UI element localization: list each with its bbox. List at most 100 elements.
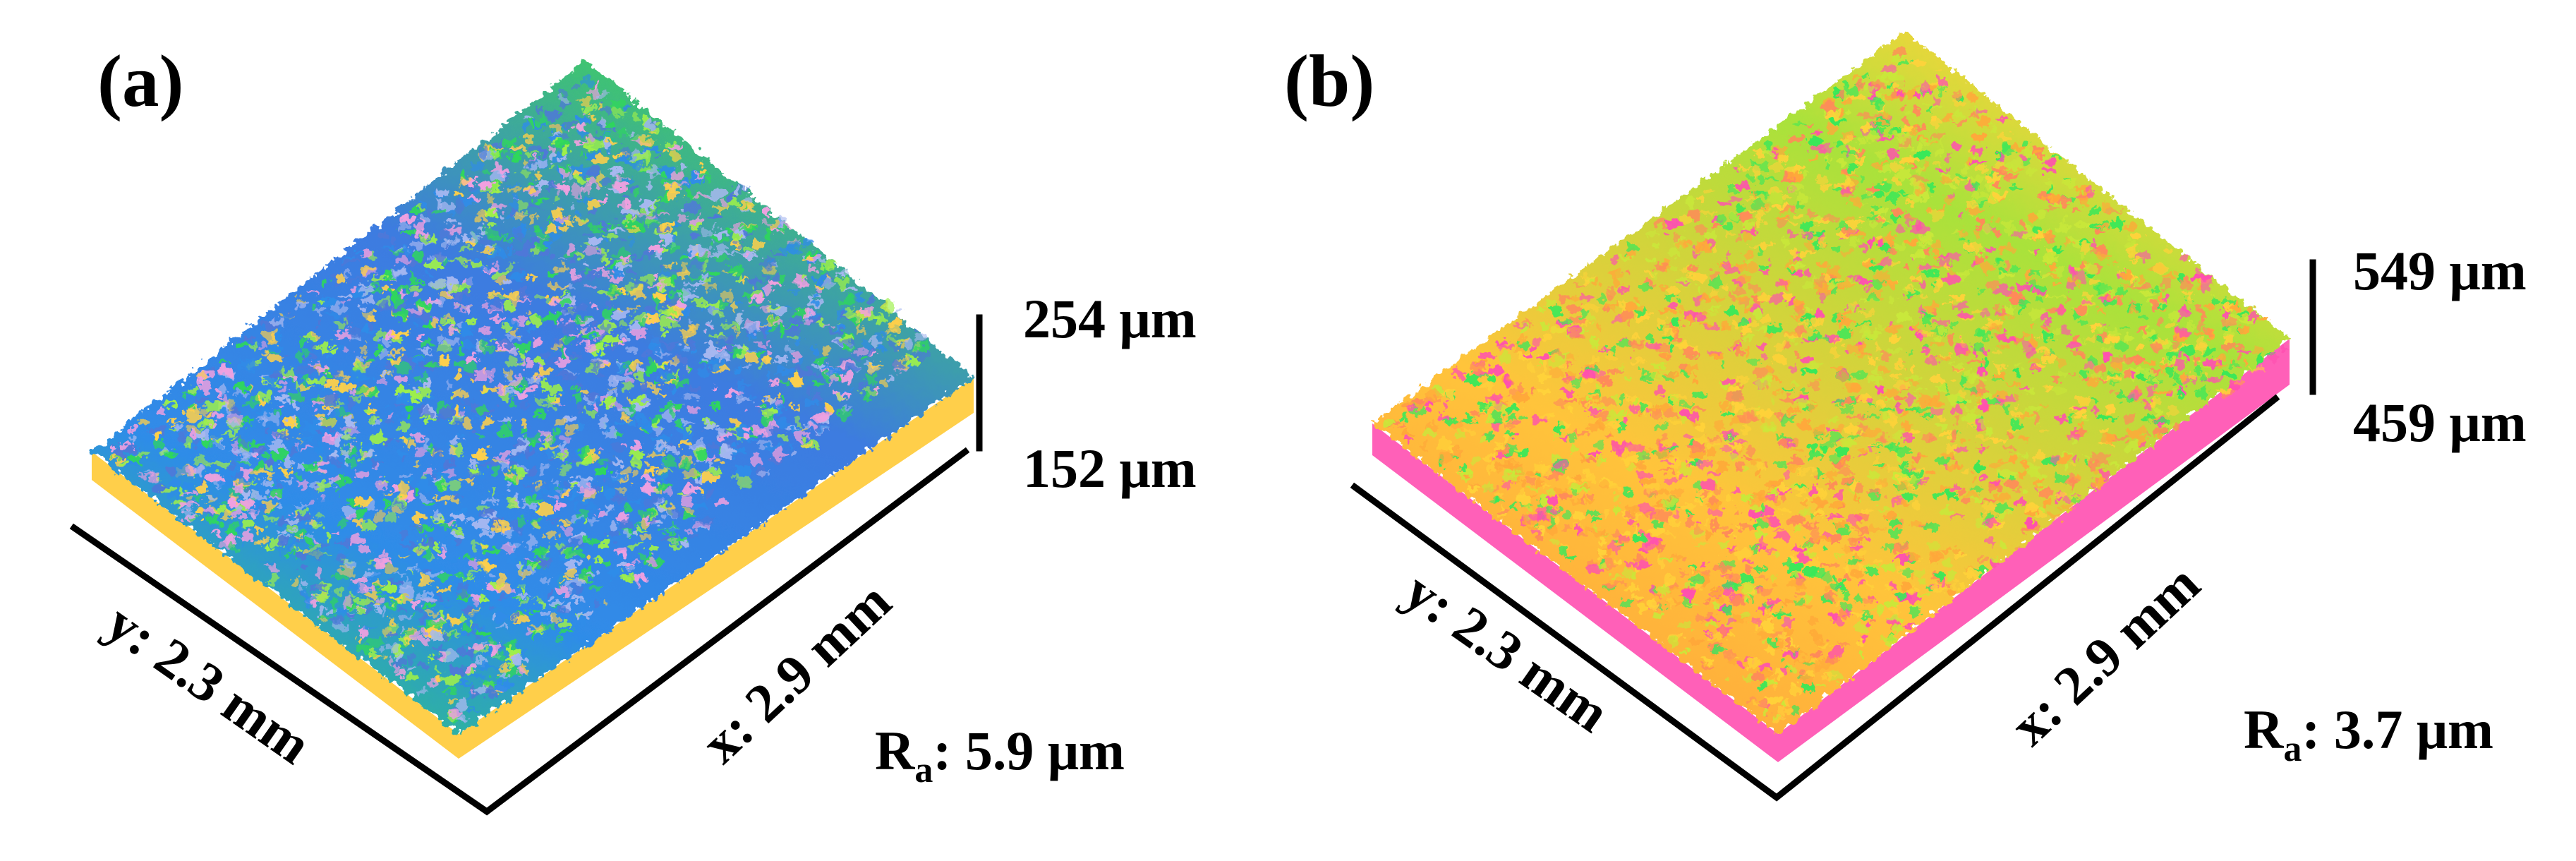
surface-speckle (1754, 546, 1767, 550)
surface-speckle (602, 559, 612, 565)
surface-speckle (706, 492, 713, 502)
surface-speckle (523, 467, 538, 476)
surface-speckle (625, 529, 631, 536)
surface-speckle (610, 579, 615, 586)
surface-speckle (632, 311, 649, 323)
surface-speckle (2025, 467, 2041, 472)
surface-speckle (378, 306, 395, 311)
surface-speckle (2013, 362, 2022, 366)
surface-speckle (1792, 353, 1801, 359)
surface-speckle (595, 252, 604, 256)
surface-speckle (1820, 102, 1837, 114)
surface-speckle (657, 352, 672, 356)
surface-speckle (1621, 531, 1631, 536)
surface-speckle (569, 351, 583, 359)
surface-speckle (749, 296, 766, 300)
surface-speckle (727, 390, 741, 397)
surface-speckle (2046, 384, 2053, 392)
surface-speckle (373, 584, 383, 589)
surface-speckle (1926, 107, 1934, 112)
surface-speckle (628, 217, 633, 224)
surface-speckle (1885, 147, 1901, 159)
surface-speckle (670, 144, 683, 151)
surface-speckle (1957, 311, 1972, 320)
surface-speckle (651, 337, 662, 347)
surface-speckle (1929, 133, 1945, 139)
surface-speckle (303, 595, 318, 601)
surface-speckle (1695, 287, 1700, 293)
surface-speckle (2028, 358, 2041, 362)
surface-speckle (612, 459, 623, 466)
surface-speckle (584, 246, 600, 254)
surface-speckle (803, 397, 818, 407)
surface-speckle (1759, 536, 1766, 548)
surface-speckle (646, 507, 653, 516)
surface-speckle (401, 579, 413, 589)
surface-speckle (196, 430, 205, 442)
surface-speckle (1582, 498, 1587, 505)
surface-speckle (454, 302, 459, 308)
surface-speckle (1979, 556, 1989, 562)
surface-speckle (1608, 284, 1614, 296)
surface-speckle (1723, 437, 1735, 442)
surface-speckle (603, 324, 608, 335)
surface-speckle (743, 231, 753, 237)
surface-speckle (272, 430, 284, 438)
surface-speckle (1516, 493, 1531, 505)
surface-speckle (423, 409, 433, 420)
surface-speckle (401, 230, 418, 234)
surface-speckle (1916, 243, 1932, 247)
surface-speckle (646, 324, 653, 329)
surface-speckle (122, 441, 134, 449)
surface-speckle (1795, 193, 1808, 204)
surface-speckle (308, 291, 318, 296)
surface-speckle (695, 194, 712, 199)
surface-speckle (1766, 260, 1772, 267)
surface-speckle (416, 337, 424, 342)
surface-speckle (441, 315, 448, 321)
surface-speckle (224, 430, 240, 435)
surface-speckle (2028, 323, 2036, 328)
surface-speckle (406, 440, 417, 448)
surface-speckle (1619, 536, 1628, 545)
surface-speckle (1808, 369, 1814, 373)
surface-speckle (585, 554, 593, 561)
surface-speckle (1635, 459, 1642, 470)
surface-speckle (1659, 353, 1669, 359)
surface-speckle (574, 140, 588, 145)
surface-speckle (263, 427, 272, 433)
surface-speckle (367, 323, 374, 330)
surface-speckle (512, 555, 527, 563)
surface-speckle (1985, 536, 1996, 545)
surface-speckle (1803, 270, 1811, 276)
surface-speckle (229, 497, 239, 501)
surface-speckle (1897, 564, 1904, 575)
surface-speckle (1933, 335, 1941, 342)
surface-speckle (1992, 363, 2005, 368)
surface-speckle (605, 301, 612, 309)
surface-speckle (444, 320, 458, 327)
surface-speckle (1696, 224, 1705, 235)
surface-speckle (1762, 265, 1768, 270)
surface-speckle (557, 443, 565, 454)
surface-speckle (1612, 276, 1621, 287)
surface-speckle (1756, 211, 1768, 216)
surface-speckle (458, 246, 473, 252)
surface-speckle (1425, 423, 1437, 431)
surface-speckle (2066, 340, 2083, 350)
surface-speckle (473, 340, 480, 352)
surface-speckle (1721, 362, 1726, 368)
surface-speckle (696, 527, 705, 531)
surface-speckle (1919, 294, 1927, 301)
surface-speckle (233, 472, 243, 480)
surface-speckle (1746, 566, 1753, 572)
surface-speckle (817, 268, 828, 275)
surface-speckle (1792, 600, 1805, 605)
surface-speckle (659, 265, 667, 272)
surface-speckle (2009, 421, 2021, 430)
surface-speckle (449, 709, 464, 716)
surface-speckle (434, 481, 447, 490)
surface-speckle (168, 426, 174, 430)
surface-speckle (1660, 498, 1677, 508)
surface-speckle (657, 154, 663, 158)
